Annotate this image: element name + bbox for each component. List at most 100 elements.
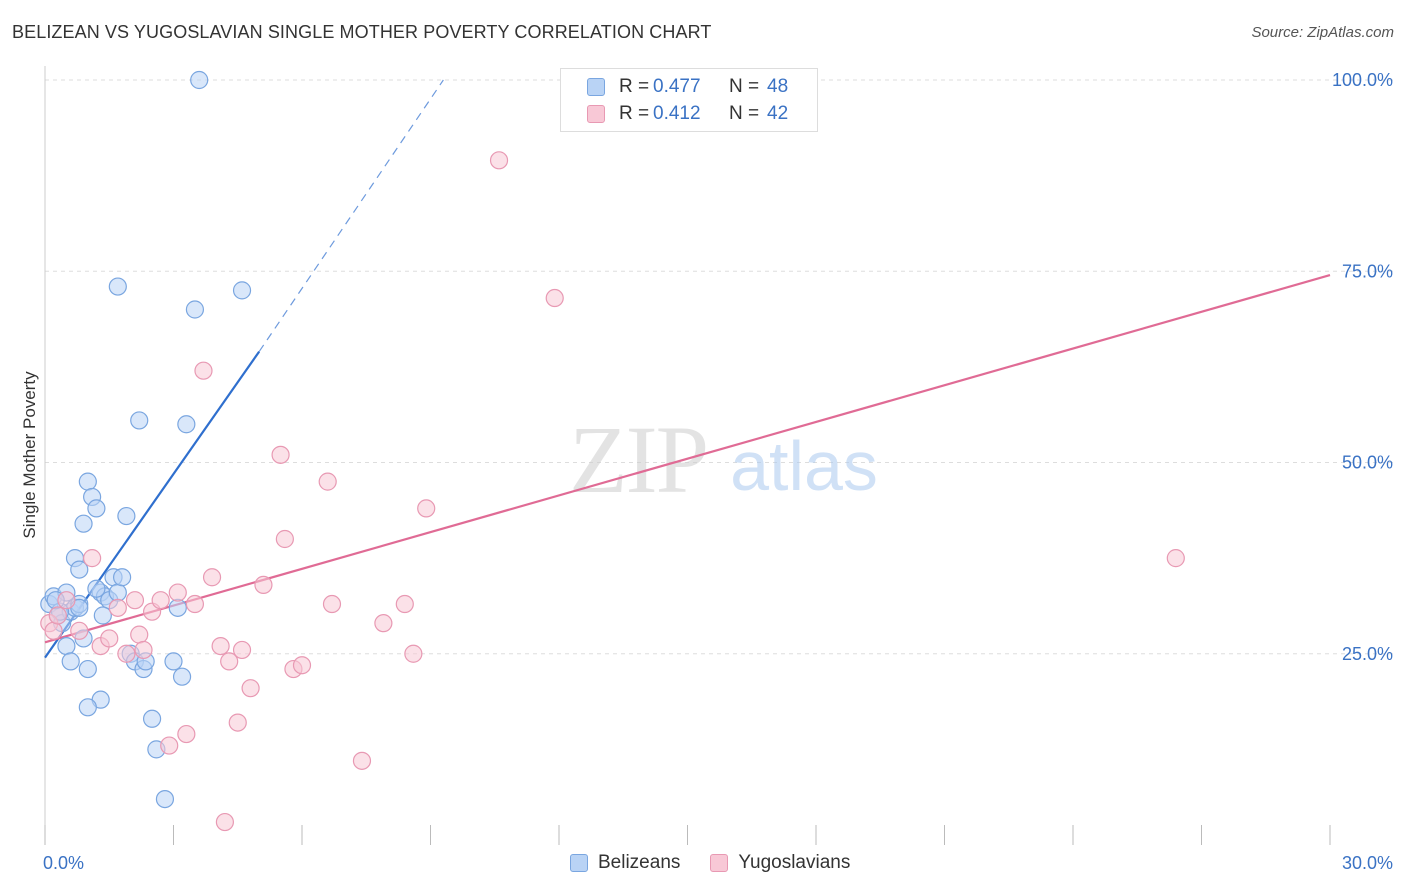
yugoslavians-point	[292, 656, 312, 675]
trend-line-yugoslavians	[44, 274, 1331, 644]
yugoslavians-point	[83, 549, 102, 568]
yugoslavians-point	[117, 644, 136, 663]
belizeans-point	[78, 472, 97, 491]
yugoslavians-point	[70, 621, 89, 640]
yugoslavians-point	[194, 361, 213, 380]
legend-item-yugoslavians: Yugoslavians	[710, 852, 850, 874]
yugoslavians-point	[44, 621, 63, 640]
series-legend: Belizeans Yugoslavians	[570, 852, 880, 874]
belizeans-point	[108, 277, 127, 296]
belizeans-points	[40, 70, 252, 809]
yugoslavians-point	[271, 445, 290, 464]
yugoslavians-point	[404, 644, 423, 663]
yugoslavians-point	[57, 591, 76, 610]
yugoslavians-point	[232, 640, 252, 660]
n-label: N =	[729, 103, 760, 124]
belizeans-point	[70, 560, 89, 579]
yugoslavians-point	[160, 736, 179, 755]
yugoslavians-point	[168, 583, 187, 602]
belizeans-point	[232, 281, 252, 300]
legend-item-belizeans: Belizeans	[570, 852, 680, 874]
chart-title: BELIZEAN VS YUGOSLAVIAN SINGLE MOTHER PO…	[12, 22, 712, 42]
yugoslavians-points	[40, 151, 1185, 832]
yugoslavians-point	[352, 751, 372, 770]
yugoslavians-legend-swatch	[710, 854, 729, 872]
belizeans-point	[142, 709, 162, 728]
r-value-belizeans: 0.477	[653, 76, 701, 97]
r-label: R =	[619, 76, 650, 97]
yugoslavians-point	[185, 594, 205, 614]
trend-line-extension-belizeans	[258, 79, 444, 352]
n-value-belizeans: 48	[767, 76, 789, 97]
yugoslavians-point	[151, 591, 170, 610]
belizeans-point	[172, 667, 192, 686]
grid-lines	[44, 66, 1395, 845]
x-tick-labels: 0.0% 30.0%	[43, 853, 1393, 873]
belizeans-point	[57, 636, 76, 656]
belizeans-point	[61, 652, 80, 671]
legend-row-yugoslavians: R = 0.412 N = 42	[587, 102, 788, 126]
correlation-legend: R = 0.477 N = 48 R = 0.412 N = 42	[560, 68, 818, 132]
y-tick-label: 75.0%	[1342, 261, 1393, 281]
belizeans-point	[168, 598, 187, 617]
yugoslavians-point	[395, 594, 414, 614]
x-tick-label-min: 0.0%	[43, 853, 84, 873]
yugoslavians-legend-label: Yugoslavians	[738, 852, 851, 873]
yugoslavians-point	[275, 529, 294, 549]
yugoslavians-point	[202, 568, 222, 587]
yugoslavians-point	[125, 591, 145, 610]
yugoslavians-point	[318, 472, 337, 491]
y-tick-label: 100.0%	[1332, 70, 1393, 90]
watermark-atlas: atlas	[730, 427, 878, 505]
yugoslavians-point	[220, 652, 239, 671]
y-tick-label: 25.0%	[1342, 644, 1393, 664]
yugoslavians-point	[322, 594, 342, 614]
yugoslavians-point	[254, 575, 273, 595]
r-label: R =	[619, 103, 650, 124]
y-axis-label: Single Mother Poverty	[20, 371, 39, 539]
belizeans-point	[87, 499, 106, 518]
source-attribution: Source: ZipAtlas.com	[1251, 24, 1394, 41]
yugoslavians-point	[545, 288, 564, 308]
n-value-yugoslavians: 42	[767, 103, 789, 124]
belizeans-point	[78, 659, 97, 679]
belizeans-point	[93, 606, 112, 625]
yugoslavians-point	[48, 606, 67, 625]
yugoslavians-point	[241, 679, 260, 698]
belizeans-point	[130, 411, 149, 430]
belizeans-point	[177, 415, 196, 434]
belizeans-point	[117, 506, 136, 526]
belizeans-point	[164, 652, 183, 671]
belizeans-legend-swatch	[570, 854, 588, 872]
x-tick-marks	[44, 825, 1331, 845]
belizeans-point	[87, 579, 106, 598]
yugoslavians-point	[417, 499, 436, 518]
yugoslavians-point	[100, 629, 119, 648]
n-label: N =	[729, 76, 760, 97]
belizeans-point	[190, 70, 209, 90]
yugoslavians-point	[1166, 549, 1185, 568]
belizeans-point	[155, 789, 175, 809]
yugoslavians-point	[211, 636, 230, 656]
yugoslavians-point	[228, 713, 247, 732]
r-value-yugoslavians: 0.412	[653, 103, 701, 124]
yugoslavians-point	[374, 614, 393, 633]
yugoslavians-point	[134, 640, 153, 660]
belizeans-point	[108, 583, 127, 602]
belizeans-point	[74, 514, 93, 533]
yugoslavians-point	[489, 151, 509, 170]
legend-row-belizeans: R = 0.477 N = 48	[587, 75, 788, 99]
belizeans-swatch	[587, 78, 605, 96]
belizeans-point	[185, 300, 205, 319]
belizeans-legend-label: Belizeans	[598, 852, 681, 873]
yugoslavians-point	[177, 724, 196, 744]
x-tick-label-max: 30.0%	[1342, 853, 1393, 873]
belizeans-point	[78, 698, 97, 717]
yugoslavians-swatch	[587, 105, 605, 123]
yugoslavians-point	[215, 812, 234, 832]
yugoslavians-point	[130, 625, 149, 644]
belizeans-point	[112, 568, 132, 587]
trend-lines	[44, 79, 1331, 659]
y-tick-label: 50.0%	[1342, 453, 1393, 473]
